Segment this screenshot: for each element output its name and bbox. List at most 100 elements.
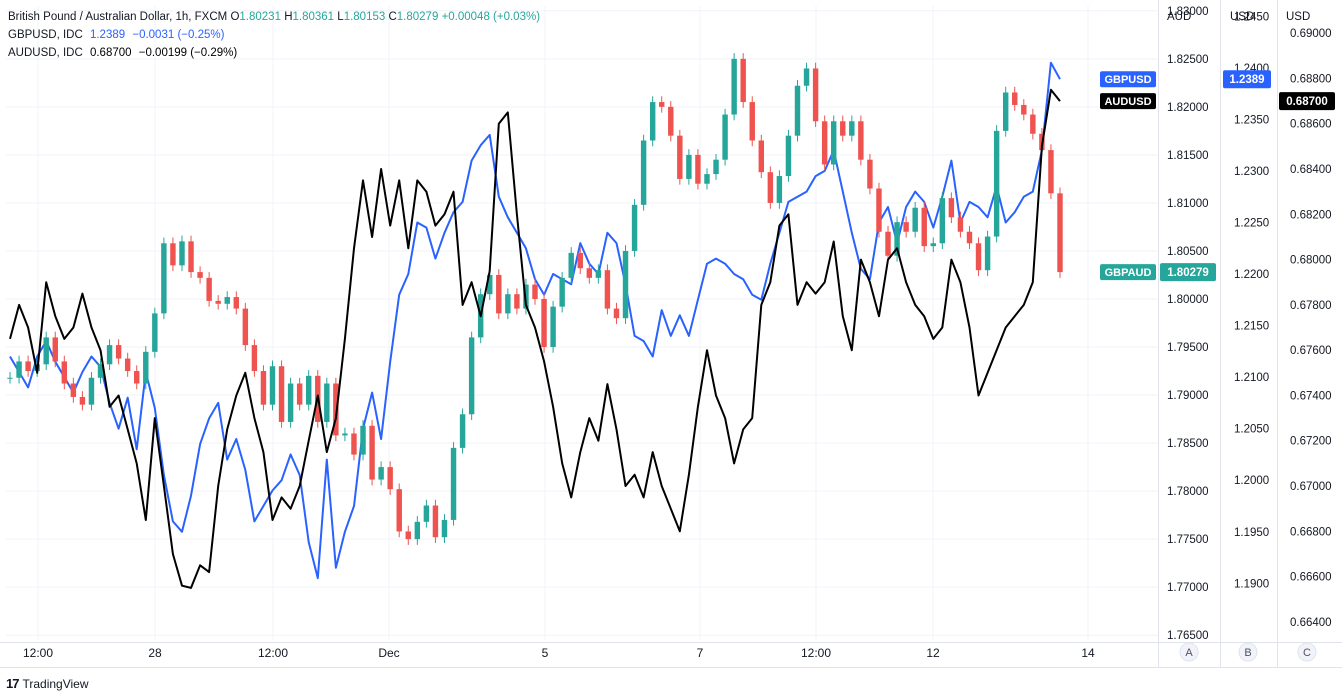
candle-body	[767, 172, 774, 203]
candle-body	[143, 351, 149, 384]
price-tag-label-bg	[1100, 264, 1156, 281]
candle-body	[776, 176, 783, 203]
legend-close-label: C	[388, 11, 397, 23]
legend-audusd: AUDUSD, IDC 0.68700 −0.00199 (−0.29%)	[8, 44, 540, 62]
candle-body	[441, 519, 448, 538]
legend-change-value: +0.00048 (+0.03%)	[441, 11, 541, 23]
candle-body	[43, 337, 49, 365]
candle-body	[7, 377, 13, 379]
candle-body	[197, 272, 203, 278]
y-tick-label: 1.78000	[1167, 486, 1209, 498]
legend-open-value: 1.80231	[239, 11, 281, 23]
axis-unit-label: USD	[1286, 11, 1310, 23]
y-tick-label: 0.66400	[1290, 617, 1332, 629]
candle-body	[342, 433, 348, 436]
legend-gbpusd-last: 1.2389	[89, 29, 126, 41]
candle-body	[260, 371, 267, 405]
audusd-line	[9, 88, 1061, 589]
tradingview-footer[interactable]: 17 TradingView	[6, 676, 89, 691]
candle-body	[269, 366, 276, 405]
candle-body	[79, 396, 86, 405]
candle-body	[505, 294, 511, 314]
candle-body	[622, 250, 629, 319]
candle-body	[287, 383, 294, 422]
candle-body	[731, 58, 737, 115]
legend-audusd-change: −0.00199 (−0.29%)	[138, 47, 238, 59]
candle-body	[586, 268, 593, 278]
candle-body	[16, 361, 22, 378]
candle-body	[124, 358, 131, 372]
legend-audusd-last: 0.68700	[89, 47, 132, 59]
y-tick-label: 1.83000	[1167, 6, 1209, 18]
scale-button[interactable]	[1238, 642, 1258, 662]
candle-body	[749, 102, 755, 141]
candle-body	[830, 121, 837, 165]
y-tick-label: 1.81000	[1167, 198, 1209, 210]
candle-body	[1048, 150, 1054, 194]
x-tick-label: 7	[697, 646, 704, 660]
y-tick-label: 1.2100	[1234, 372, 1269, 384]
y-tick-label: 1.2150	[1234, 321, 1269, 333]
y-tick-label: 1.80000	[1167, 294, 1209, 306]
axis-unit-label: AUD	[1167, 11, 1191, 23]
price-tag-value: 1.2389	[1229, 74, 1264, 86]
candle-body	[939, 198, 946, 244]
legend-audusd-name: AUDUSD, IDC	[8, 47, 83, 59]
candle-body	[414, 521, 421, 540]
candle-body	[577, 252, 583, 269]
scale-letter: B	[1244, 647, 1251, 659]
y-tick-label: 0.68600	[1290, 119, 1332, 131]
candle-body	[677, 135, 683, 179]
y-tick-label: 1.2450	[1234, 11, 1269, 23]
candle-body	[849, 121, 855, 136]
candle-body	[532, 284, 538, 299]
candle-body	[61, 361, 68, 384]
candle-body	[333, 383, 339, 436]
y-tick-label: 0.68200	[1290, 209, 1332, 221]
candle-body	[604, 270, 611, 309]
y-tick-label: 0.68800	[1290, 73, 1332, 85]
candle-body	[278, 366, 285, 422]
candle-body	[70, 383, 77, 397]
candle-body	[903, 222, 909, 232]
candle-body	[894, 222, 900, 256]
candle-body	[957, 217, 964, 232]
candle-body	[152, 313, 158, 352]
y-tick-label: 0.66600	[1290, 572, 1332, 584]
candle-body	[785, 135, 792, 177]
price-tag-label: GBPAUD	[1105, 267, 1152, 279]
candle-body	[514, 294, 520, 309]
candle-body	[559, 277, 565, 307]
candle-body	[975, 243, 982, 271]
candle-body	[378, 467, 384, 480]
candle-body	[812, 68, 819, 122]
candle-body	[1021, 104, 1027, 115]
x-tick-label: 28	[148, 646, 162, 660]
candle-body	[722, 114, 728, 160]
price-tag-label: AUDUSD	[1104, 96, 1151, 108]
candle-body	[396, 489, 402, 532]
legend-main-name: British Pound / Australian Dollar, 1h, F…	[8, 11, 228, 23]
candle-body	[695, 154, 701, 184]
candle-body	[179, 241, 185, 266]
y-tick-label: 1.1950	[1234, 527, 1269, 539]
y-tick-label: 1.82500	[1167, 54, 1209, 66]
candle-body	[161, 243, 167, 314]
candle-body	[984, 236, 991, 271]
x-tick-label: 12:00	[23, 646, 53, 660]
y-tick-label: 0.67800	[1290, 300, 1332, 312]
candle-body	[206, 277, 212, 301]
price-tag-value-bg	[1160, 263, 1216, 282]
scale-button[interactable]	[1297, 642, 1317, 662]
price-tag-label-bg	[1100, 93, 1156, 110]
candle-body	[360, 425, 366, 455]
candle-body	[1030, 114, 1036, 134]
y-tick-label: 0.67000	[1290, 481, 1332, 493]
scale-button[interactable]	[1179, 642, 1199, 662]
candle-body	[296, 383, 303, 405]
candle-body	[405, 531, 411, 540]
candle-body	[251, 345, 258, 372]
candle-body	[858, 121, 864, 160]
y-tick-label: 1.77000	[1167, 582, 1209, 594]
